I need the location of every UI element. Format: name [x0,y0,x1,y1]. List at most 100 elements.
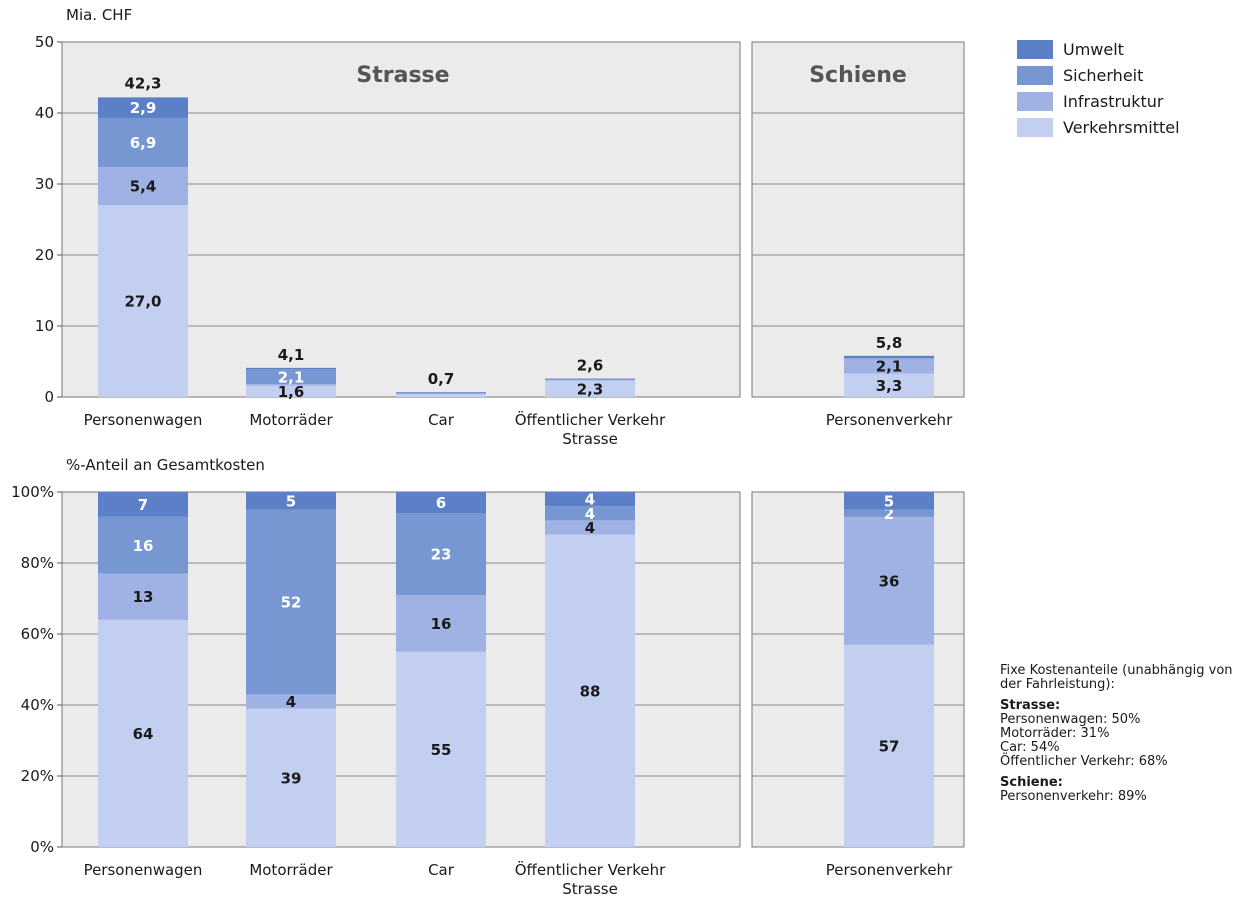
panel-1-bar-2-verkehrsmittel [246,385,336,397]
panel-1-bar-2-sicherheit [246,369,336,385]
panel-2-data-label-sicherheit: 4 [585,505,595,523]
panel-2-bar-2-sicherheit [246,509,336,695]
panel-2-data-label-sicherheit: 2 [884,505,894,523]
panel-2-data-label-verkehrsmittel: 39 [281,769,302,787]
panel-2-bar-4-sicherheit [545,506,635,521]
panel-2-data-label-verkehrsmittel: 57 [879,737,900,755]
legend-label-sicherheit: Sicherheit [1063,66,1144,85]
panel-2-data-label-infrastruktur: 13 [133,588,154,606]
panel-1-bar-1-infrastruktur [98,166,188,206]
panel-2-bar-5-sicherheit [844,509,934,517]
panel-1-bar-3-verkehrsmittel [396,394,486,397]
legend-label-infrastruktur: Infrastruktur [1063,92,1164,111]
panel-1-category-label: Personenverkehr [826,411,953,429]
panel-1-ytick-label: 10 [35,317,54,335]
legend-item-verkehrsmittel: Verkehrsmittel [1017,116,1180,139]
panel-2-bar-2-umwelt [246,492,336,510]
panel-2-bar-4-umwelt [545,492,635,507]
panel-2-category-label: Car [428,861,455,879]
panel-1-bar-4-sicherheit [545,379,635,380]
panel-2-bar-2-verkehrsmittel [246,708,336,847]
panel-1-y-axis-label: Mia. CHF [66,6,132,24]
legend-swatch-infrastruktur [1017,92,1053,111]
panel-2-bar-5-infrastruktur [844,516,934,645]
panel-2-bar-3-umwelt [396,492,486,514]
panel-1-total-label: 5,8 [876,334,903,352]
panel-1-bar-3-infrastruktur [396,393,486,395]
panel-1-total-label: 2,6 [577,357,604,375]
panel-2-category-label: Personenverkehr [826,861,953,879]
panel-1-category-label: Personenwagen [84,411,203,429]
panel-1-plot-area-rail [751,41,965,398]
panel-2-data-label-verkehrsmittel: 55 [431,741,452,759]
fixed-cost-note: Fixe Kostenanteile (unabhängig von der F… [1000,664,1256,804]
panel-1-category-label: Öffentlicher Verkehr [515,410,666,429]
panel-2-data-label-verkehrsmittel: 88 [580,682,601,700]
panel-2-bar-4-infrastruktur [545,520,635,535]
panel-1-category-label: Motorräder [249,411,333,429]
panel-2-data-label-umwelt: 7 [138,496,148,514]
legend-swatch-umwelt [1017,40,1053,59]
panel-2-data-label-infrastruktur: 4 [286,693,296,711]
legend-item-sicherheit: Sicherheit [1017,64,1180,87]
panel-2-ytick-label: 0% [30,838,54,856]
panel-2-bar-5-verkehrsmittel [844,644,934,847]
panel-1-data-label-sicherheit: 6,9 [130,134,157,152]
panel-2-data-label-umwelt: 4 [585,491,595,509]
legend-item-umwelt: Umwelt [1017,38,1180,61]
panel-2-data-label-umwelt: 5 [884,492,894,510]
panel-1-bar-1-umwelt [98,97,188,118]
panel-2-bar-1-umwelt [98,492,188,517]
panel-1-bar-4-infrastruktur [545,379,635,381]
panel-1-total-label: 4,1 [278,346,305,364]
panel-1-bar-4-verkehrsmittel [545,380,635,397]
legend-label-verkehrsmittel: Verkehrsmittel [1063,118,1180,137]
panel-2-category-label: Öffentlicher Verkehr [515,860,666,879]
legend-item-infrastruktur: Infrastruktur [1017,90,1180,113]
panel-1-bar-5-umwelt [844,355,934,358]
panel-1-bar-1-verkehrsmittel [98,205,188,397]
panel-1-data-label-umwelt: 2,9 [130,99,157,117]
panel-2-bar-3-verkehrsmittel [396,651,486,847]
note-road-heading: Strasse: [1000,698,1061,713]
panel-2-ytick-label: 60% [21,625,54,643]
note-rail-line-1: Personenverkehr: 89% [1000,789,1147,804]
panel-2-data-label-sicherheit: 52 [281,594,302,612]
note-rail-heading: Schiene: [1000,775,1063,790]
group-title-schiene: Schiene [809,63,907,88]
legend-label-umwelt: Umwelt [1063,40,1124,59]
panel-2-data-label-infrastruktur: 36 [879,572,900,590]
panel-1-ytick-label: 50 [35,33,54,51]
panel-1-data-label-verkehrsmittel: 1,6 [278,383,305,401]
panel-1-bar-2-infrastruktur [246,384,336,386]
panel-2-category-label: Personenwagen [84,861,203,879]
panel-1-data-label-verkehrsmittel: 2,3 [577,380,604,398]
note-road-line-1: Personenwagen: 50% [1000,712,1141,727]
panel-2-bar-4-verkehrsmittel [545,534,635,847]
panel-1-total-label: 0,7 [428,370,455,388]
group-title-strasse: Strasse [356,63,449,88]
panel-2-data-label-umwelt: 5 [286,492,296,510]
panel-1-data-label-verkehrsmittel: 3,3 [876,377,903,395]
panel-1-bar-2-umwelt [246,367,336,370]
panel-2-data-label-verkehrsmittel: 64 [133,725,154,743]
panel-1-bar-5-infrastruktur [844,358,934,374]
panel-1-ytick-label: 0 [44,388,54,406]
panel-1-data-label-sicherheit: 2,1 [278,368,305,386]
panel-2-bar-3-sicherheit [396,513,486,595]
panel-1-category-label: Car [428,411,455,429]
panel-2-ytick-label: 80% [21,554,54,572]
panel-1-bar-5-verkehrsmittel [844,373,934,397]
panel-1-data-label-verkehrsmittel: 27,0 [124,293,161,311]
panel-2-ytick-label: 20% [21,767,54,785]
panel-2-bar-2-infrastruktur [246,694,336,709]
panel-1-bar-4-umwelt [545,378,635,380]
panel-2-category-label: Strasse [562,880,618,898]
panel-2-category-label: Motorräder [249,861,333,879]
panel-1-data-label-infrastruktur: 2,1 [876,358,903,376]
panel-2-data-label-sicherheit: 23 [431,546,452,564]
panel-2-data-label-sicherheit: 16 [133,537,154,555]
panel-2-bar-1-sicherheit [98,516,188,574]
panel-2-data-label-infrastruktur: 16 [431,615,452,633]
